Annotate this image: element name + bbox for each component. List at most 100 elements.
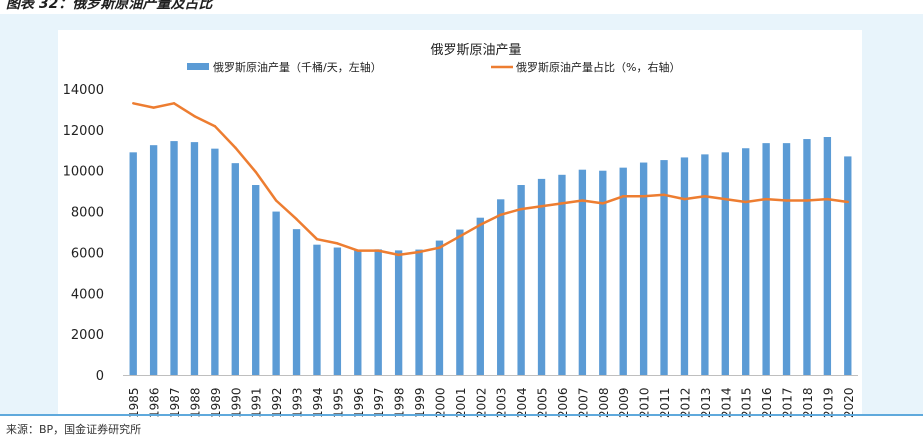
x-tick-label: 2005 [536, 387, 550, 418]
line-point [417, 250, 421, 254]
bar [190, 142, 199, 375]
line-point [683, 197, 686, 201]
x-tick-label: 2003 [495, 387, 509, 418]
x-tick-label: 2011 [658, 387, 672, 418]
bar [742, 148, 750, 375]
bar [435, 240, 444, 375]
figure-caption: 图表 32：俄罗斯原油产量及占比 [6, 0, 213, 12]
x-tick-label: 2001 [454, 387, 468, 418]
y-left-tick-label: 14000 [63, 83, 104, 98]
line-point [805, 199, 809, 202]
bar [333, 247, 342, 375]
bar [231, 163, 239, 375]
chart-panel: 俄罗斯原油产量俄罗斯原油产量（千桶/天，左轴） 俄罗斯原油产量占比（%，右轴） 0 2… [0, 14, 923, 426]
y-left-tick-label: 12000 [63, 124, 104, 139]
chart-title: 俄罗斯原油产量 [430, 43, 521, 58]
x-tick-label: 1992 [270, 387, 284, 418]
x-tick-label: 2007 [576, 387, 590, 418]
line-point [499, 213, 502, 217]
x-tick-label: 1995 [331, 387, 345, 418]
bar [292, 229, 301, 375]
line-point [295, 217, 298, 221]
chart-area: 俄罗斯原油产量俄罗斯原油产量（千桶/天，左轴） 俄罗斯原油产量占比（%，右轴） 0 2… [58, 30, 887, 426]
bar [374, 249, 382, 375]
x-tick-label: 1990 [229, 387, 243, 418]
y-left-tick-label: 10000 [63, 165, 104, 180]
bar [619, 167, 627, 375]
y-left-tick-label: 0 [96, 369, 104, 384]
x-tick-label: 2014 [719, 387, 733, 418]
x-tick-label: 2009 [617, 387, 631, 418]
y-left-tick-label: 2000 [71, 328, 104, 343]
bar [497, 199, 505, 375]
x-tick-label: 2016 [760, 387, 774, 418]
bar [456, 229, 464, 375]
x-tick-label: 2010 [638, 387, 652, 418]
bar [844, 156, 852, 375]
line-point [336, 242, 339, 245]
y-left-tick-label: 4000 [71, 287, 104, 302]
x-tick-label: 1991 [250, 387, 264, 418]
bar [701, 154, 709, 375]
line-point [519, 207, 523, 211]
bar [721, 152, 729, 375]
y-left-tick-label: 8000 [71, 206, 104, 221]
bar [415, 249, 423, 375]
y-left-tick-label: 6000 [71, 246, 104, 261]
x-tick-label: 2017 [781, 387, 795, 418]
x-tick-label: 1997 [372, 387, 386, 418]
x-tick-label: 1989 [209, 387, 223, 418]
line-point [703, 195, 707, 198]
bar [823, 137, 832, 375]
line-point [397, 253, 400, 257]
bar [272, 211, 280, 375]
line-point [274, 199, 278, 202]
line-point [764, 197, 768, 201]
bar [782, 143, 791, 375]
line-point [356, 249, 359, 252]
bar [558, 174, 566, 375]
legend-swatch-bar [187, 63, 209, 70]
line-point [642, 195, 645, 198]
x-tick-label: 2006 [556, 387, 570, 418]
x-tick-label: 1987 [168, 387, 182, 418]
bar [537, 178, 546, 375]
bar [394, 250, 403, 375]
x-tick-label: 2013 [699, 387, 713, 418]
x-tick-label: 1993 [291, 387, 305, 418]
x-tick-label: 2012 [678, 387, 692, 418]
line-point [601, 202, 604, 205]
bar [149, 145, 158, 375]
bar [680, 157, 689, 375]
x-tick-label: 1999 [413, 387, 427, 418]
line-point [744, 200, 747, 204]
line-point [846, 200, 849, 204]
series-line [132, 102, 848, 257]
x-tick-label: 1998 [393, 387, 407, 418]
bar [211, 148, 219, 375]
bar [599, 170, 607, 375]
bar [803, 139, 811, 375]
bar [170, 141, 178, 375]
line-point [581, 199, 584, 202]
line-point [540, 205, 543, 208]
line-point [193, 114, 196, 118]
x-tick-label: 2004 [515, 387, 529, 418]
legend-label-bar: 俄罗斯原油产量（千桶/天，左轴） [213, 60, 382, 74]
bar [578, 169, 587, 375]
line-point [234, 146, 237, 149]
line-point [826, 197, 829, 201]
line-point [315, 237, 319, 241]
line-point [213, 124, 217, 128]
line-point [377, 249, 380, 252]
line-point [438, 246, 441, 249]
x-tick-label: 2015 [740, 387, 754, 418]
line-point [785, 199, 788, 202]
line-point [254, 170, 257, 174]
bar [313, 244, 321, 375]
legend-label-line: 俄罗斯原油产量占比（%，右轴） [516, 60, 680, 74]
line-point [662, 193, 666, 197]
x-tick-label: 1985 [127, 387, 141, 418]
line-point [152, 106, 155, 109]
